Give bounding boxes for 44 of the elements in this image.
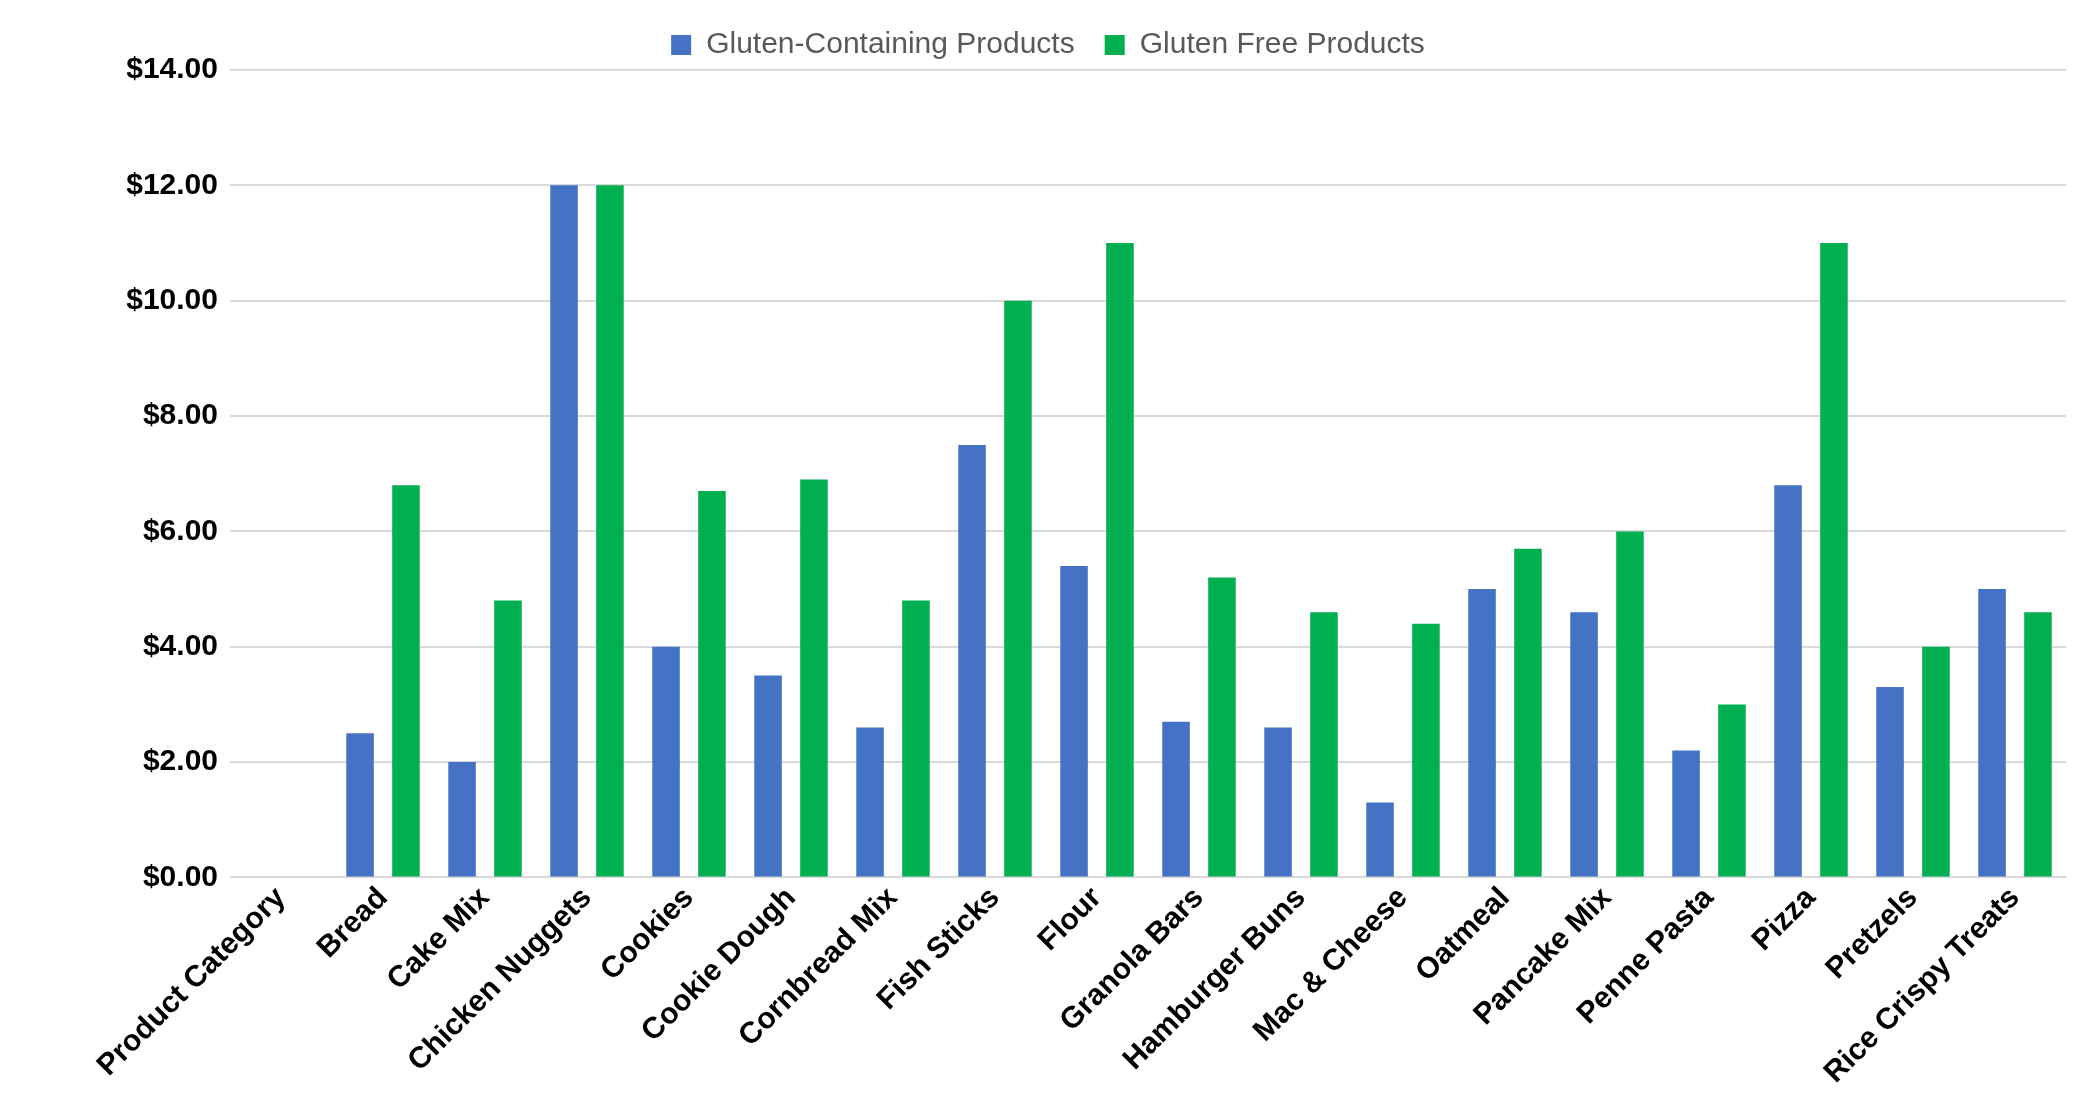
bar bbox=[494, 600, 522, 877]
bar bbox=[1310, 612, 1338, 877]
bar bbox=[902, 600, 930, 877]
bar bbox=[550, 185, 578, 877]
bar bbox=[346, 733, 374, 877]
bar bbox=[652, 646, 680, 877]
bar bbox=[1514, 548, 1542, 877]
bar bbox=[1718, 704, 1746, 877]
bar bbox=[1978, 589, 2006, 877]
bar bbox=[596, 185, 624, 877]
y-tick-label: $10.00 bbox=[126, 281, 218, 315]
bar bbox=[1004, 300, 1032, 877]
bar bbox=[1570, 612, 1598, 877]
bar bbox=[1208, 577, 1236, 877]
bar bbox=[1774, 485, 1802, 877]
bar bbox=[958, 444, 986, 877]
bar bbox=[1876, 687, 1904, 877]
legend-label: Gluten-Containing Products bbox=[706, 26, 1075, 60]
bar bbox=[1060, 565, 1088, 877]
y-tick-label: $8.00 bbox=[142, 397, 218, 431]
y-tick-label: $0.00 bbox=[142, 858, 218, 892]
bar bbox=[856, 727, 884, 877]
y-tick-label: $2.00 bbox=[142, 743, 218, 777]
y-tick-label: $14.00 bbox=[126, 51, 218, 85]
bar bbox=[1820, 243, 1848, 877]
bar bbox=[392, 485, 420, 877]
bar bbox=[1922, 646, 1950, 877]
bar bbox=[800, 479, 828, 877]
y-tick-label: $4.00 bbox=[142, 628, 218, 661]
bar bbox=[698, 491, 726, 877]
bar bbox=[1468, 589, 1496, 877]
bar bbox=[1162, 721, 1190, 877]
y-tick-label: $6.00 bbox=[142, 512, 218, 546]
bar bbox=[1106, 243, 1134, 877]
bar bbox=[2024, 612, 2052, 877]
bar bbox=[1672, 750, 1700, 877]
bar bbox=[448, 762, 476, 877]
bar bbox=[754, 675, 782, 877]
bar bbox=[1264, 727, 1292, 877]
bar bbox=[1616, 531, 1644, 877]
bar bbox=[1366, 802, 1394, 877]
y-tick-label: $12.00 bbox=[126, 166, 218, 200]
bar bbox=[1412, 623, 1440, 877]
legend-label: Gluten Free Products bbox=[1139, 26, 1425, 60]
